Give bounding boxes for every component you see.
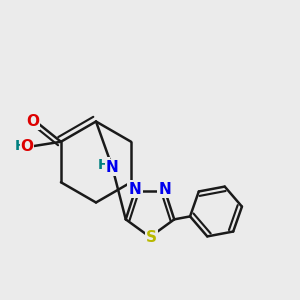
Text: H: H: [98, 158, 109, 172]
Text: O: O: [26, 114, 39, 129]
Text: N: N: [159, 182, 171, 197]
Text: N: N: [129, 182, 141, 197]
Text: N: N: [106, 160, 119, 175]
Text: H: H: [15, 139, 27, 153]
Text: O: O: [20, 139, 34, 154]
Text: S: S: [146, 230, 157, 244]
